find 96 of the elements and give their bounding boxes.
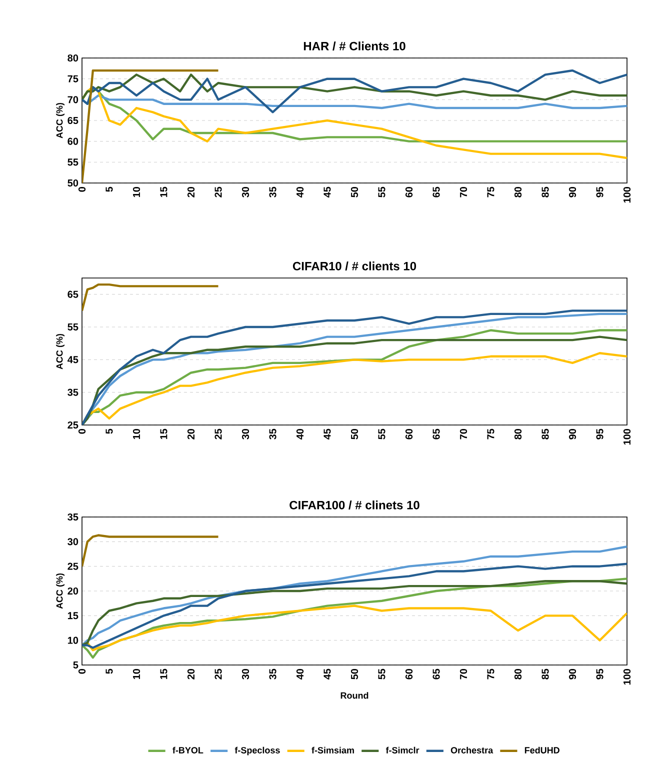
legend-label: f-BYOL [172,746,204,754]
x-tick-label: 45 [324,186,331,198]
y-tick-label: 75 [68,75,78,82]
x-tick-label: 0 [78,668,86,674]
x-tick-label: 65 [432,668,440,680]
x-tick-label: 20 [187,186,195,198]
legend-label: f-Simclr [386,746,420,754]
x-tick-label: 80 [514,186,522,198]
x-tick-label: 45 [324,668,331,680]
x-tick-label: 25 [214,668,222,680]
x-tick-label: 35 [269,428,276,440]
legend-label: Orchestra [450,746,494,754]
x-tick-label: 70 [460,186,468,198]
x-tick-label: 85 [542,428,549,440]
x-tick-label: 100 [623,428,631,445]
x-tick-label: 60 [405,668,413,680]
x-tick-label: 80 [514,668,522,680]
x-tick-label: 25 [214,186,222,198]
x-tick-label: 25 [214,428,222,440]
x-tick-label: 100 [623,186,631,203]
y-tick-label: 45 [68,356,78,364]
x-tick-label: 60 [405,186,413,198]
y-tick-label: 65 [68,116,78,124]
x-tick-label: 60 [405,428,413,440]
y-tick-label: 10 [68,636,78,644]
x-tick-label: 80 [514,428,522,440]
x-tick-label: 70 [460,428,468,440]
line-series [82,69,627,114]
y-tick-label: 60 [68,138,78,145]
x-tick-label: 90 [568,186,576,198]
x-tick-label: 50 [350,186,358,198]
y-tick-label: 70 [68,96,78,104]
x-tick-label: 0 [78,186,86,192]
y-tick-label: 25 [68,562,78,570]
y-tick-label: 65 [68,290,78,298]
x-tick-label: 50 [350,668,358,680]
x-tick-label: 10 [132,668,140,680]
x-axis-title: Round [340,692,368,699]
x-tick-label: 40 [296,668,304,680]
y-tick-label: 55 [68,158,78,166]
legend-label: f-Specloss [234,746,280,756]
x-tick-label: 20 [187,428,195,440]
x-tick-label: 30 [242,668,250,680]
y-axis-title: ACC (%) [56,573,64,609]
x-tick-label: 0 [78,428,86,434]
x-tick-label: 75 [487,186,494,198]
x-tick-label: 35 [269,668,276,680]
legend-label: FedUHD [524,746,560,754]
y-tick-label: 80 [68,54,78,62]
y-tick-label: 35 [68,513,78,521]
x-tick-label: 10 [132,186,140,198]
y-tick-label: 5 [73,662,78,668]
x-tick-label: 15 [160,428,168,440]
x-tick-label: 40 [296,186,304,198]
x-tick-label: 30 [242,428,250,440]
y-axis-title: ACC (%) [56,102,64,138]
x-tick-label: 95 [596,668,604,680]
y-tick-label: 20 [68,587,78,595]
y-tick-label: 30 [68,538,78,546]
x-tick-label: 15 [160,186,168,198]
x-tick-label: 15 [160,668,168,680]
x-tick-label: 70 [460,668,468,680]
chart-title: CIFAR10 / # clients 10 [292,262,416,270]
x-tick-label: 55 [378,668,386,680]
x-tick-label: 65 [432,186,440,198]
y-axis-title: ACC (%) [56,334,64,370]
x-tick-label: 75 [487,668,494,680]
chart-title: HAR / # Clients 10 [304,42,406,50]
x-tick-label: 90 [568,668,576,680]
x-tick-label: 95 [596,186,604,198]
y-tick-label: 55 [68,324,78,330]
x-tick-label: 35 [269,186,276,198]
x-tick-label: 45 [324,428,331,440]
x-tick-label: 10 [132,428,140,440]
x-tick-label: 5 [106,428,113,434]
x-tick-label: 5 [106,186,113,192]
y-tick-label: 35 [68,388,78,396]
chart-title: CIFAR100 / # clinets 10 [290,500,420,510]
x-tick-label: 30 [242,186,250,198]
x-tick-label: 90 [568,428,576,440]
x-tick-label: 65 [432,428,440,440]
y-tick-label: 25 [68,421,78,429]
x-tick-label: 55 [378,428,386,440]
x-tick-label: 85 [542,668,549,680]
y-tick-label: 50 [68,179,78,187]
legend-label: f-Simsiam [312,746,354,754]
x-tick-label: 50 [350,428,358,440]
x-tick-label: 5 [106,668,113,674]
x-tick-label: 55 [378,186,386,198]
x-tick-label: 20 [187,668,195,680]
x-tick-label: 100 [623,668,631,685]
x-tick-label: 85 [542,186,549,198]
x-tick-label: 75 [487,428,494,440]
x-tick-label: 40 [296,428,304,440]
y-tick-label: 15 [68,612,78,620]
x-tick-label: 95 [596,428,604,440]
